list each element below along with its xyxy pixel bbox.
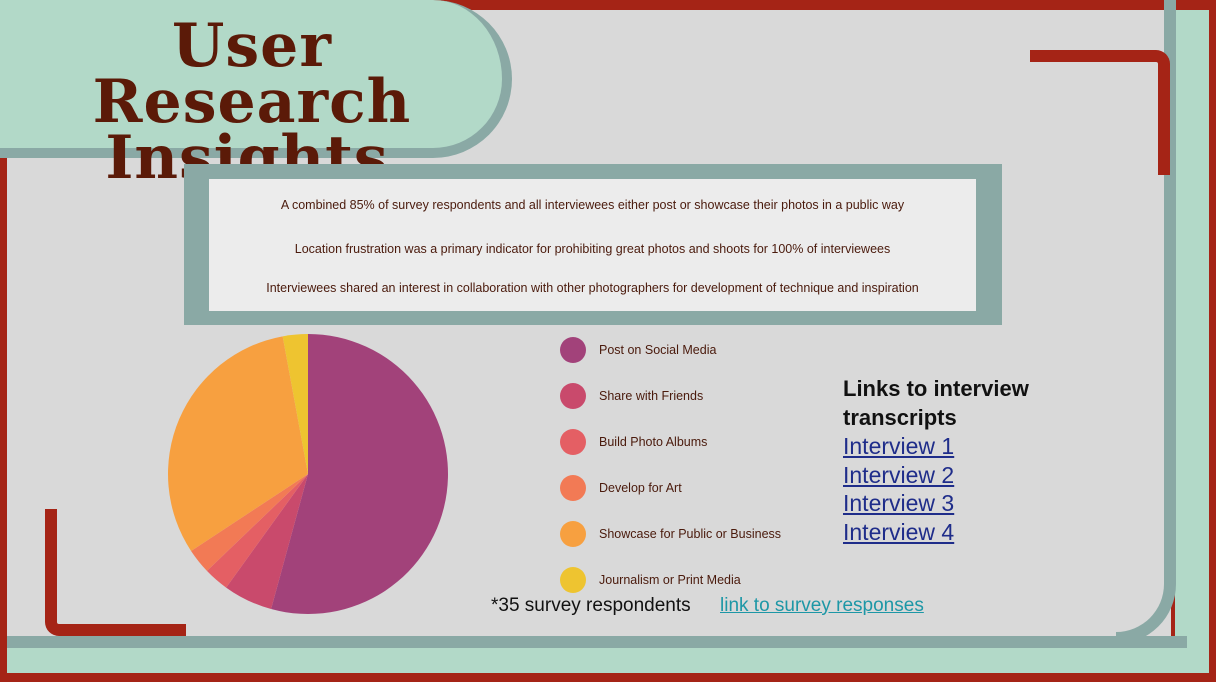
- links-heading: Links to interview transcripts: [843, 376, 1029, 430]
- legend-label: Share with Friends: [599, 389, 704, 403]
- legend-swatch: [560, 521, 586, 547]
- interview-link-2[interactable]: Interview 2: [843, 461, 955, 488]
- pie-slice-1: [271, 334, 448, 614]
- frame-bottom: [7, 636, 1187, 648]
- insight-2: Location frustration was a primary indic…: [294, 242, 891, 256]
- legend-label: Post on Social Media: [599, 343, 717, 357]
- pie-chart-svg: [167, 334, 448, 614]
- legend-swatch: [560, 567, 586, 593]
- legend-item: Develop for Art: [560, 475, 682, 501]
- insight-3: Interviewees shared an interest in colla…: [266, 281, 919, 295]
- page-title: User Research Insights: [12, 11, 492, 188]
- title-line-1: User Research: [92, 11, 412, 137]
- interview-link-4[interactable]: Interview 4: [843, 518, 955, 545]
- legend-label: Develop for Art: [599, 481, 682, 495]
- title-banner: [0, 0, 512, 158]
- pie-slice-2: [226, 474, 308, 610]
- interview-link-1[interactable]: Interview 1: [843, 433, 955, 459]
- legend-swatch: [560, 383, 586, 409]
- legend-item: Post on Social Media: [560, 337, 716, 363]
- legend-swatch: [560, 429, 586, 455]
- insight-1: A combined 85% of survey respondents and…: [280, 198, 905, 212]
- right-band: [1175, 10, 1209, 673]
- legend-item: Build Photo Albums: [560, 429, 707, 455]
- pie-slice-3: [206, 474, 308, 588]
- insights-box: A combined 85% of survey respondents and…: [184, 164, 1002, 325]
- legend-swatch: [560, 475, 586, 501]
- survey-responses-link[interactable]: link to survey responses: [720, 595, 924, 616]
- legend-item: Journalism or Print Media: [560, 567, 741, 593]
- pie-slice-4: [191, 474, 308, 571]
- decorative-bracket-bottom-left: [45, 509, 186, 636]
- legend-label: Showcase for Public or Business: [599, 527, 782, 541]
- pie-slice-6: [282, 334, 308, 474]
- legend-item: Share with Friends: [560, 383, 703, 409]
- decorative-bracket-top-right: [1030, 50, 1170, 175]
- legend-label: Build Photo Albums: [599, 435, 708, 449]
- pie-chart: [166, 332, 450, 616]
- interview-link-3[interactable]: Interview 3: [843, 490, 955, 516]
- pie-slice-5: [167, 336, 308, 551]
- legend-label: Journalism or Print Media: [599, 573, 741, 587]
- legend-item: Showcase for Public or Business: [560, 521, 781, 547]
- interview-links: Links to interview transcripts Interview…: [843, 374, 1083, 546]
- insights-panel: A combined 85% of survey respondents and…: [209, 179, 976, 311]
- respondents-note: *35 survey respondents: [491, 595, 691, 616]
- legend-swatch: [560, 337, 586, 363]
